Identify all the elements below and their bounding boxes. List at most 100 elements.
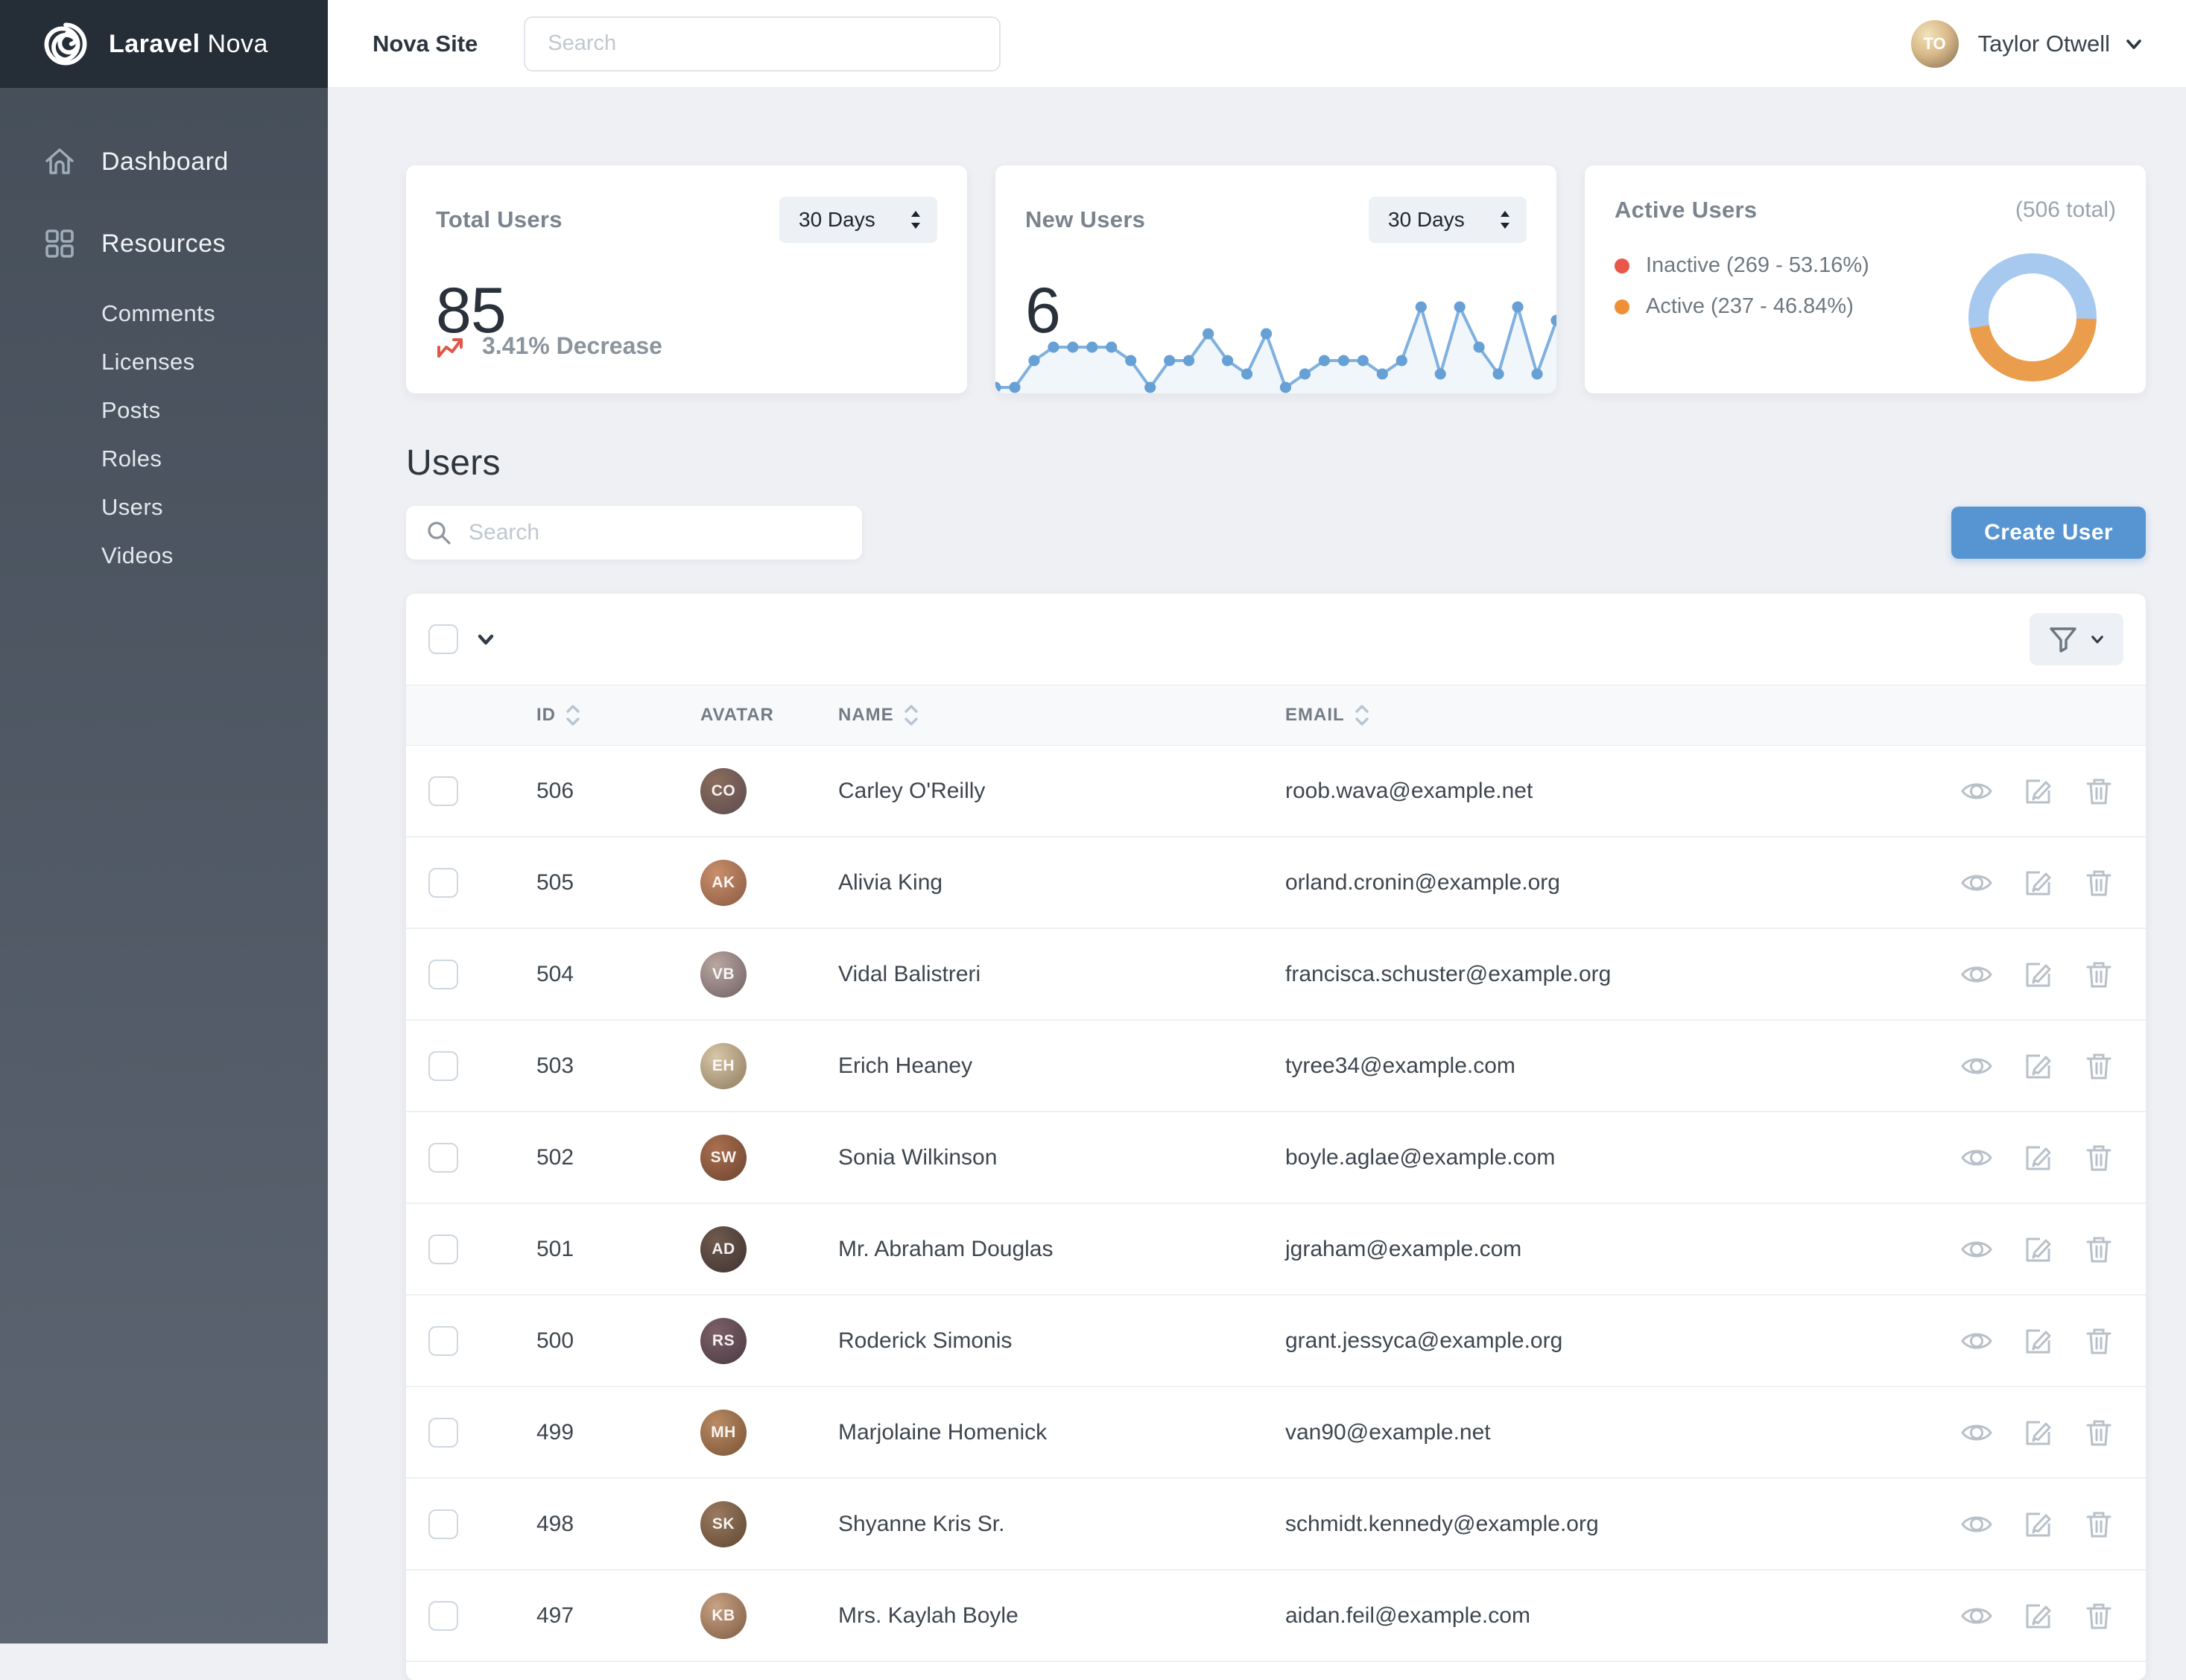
delete-trash-icon[interactable] — [2082, 1324, 2116, 1358]
table-row[interactable]: 505 AK Alivia King orland.cronin@example… — [406, 837, 2146, 929]
site-home-link[interactable]: Nova Site — [373, 31, 478, 57]
edit-pencil-icon[interactable] — [2021, 957, 2055, 992]
row-checkbox[interactable] — [428, 1418, 458, 1448]
create-user-button[interactable]: Create User — [1951, 507, 2146, 559]
edit-pencil-icon[interactable] — [2021, 1232, 2055, 1267]
select-all-dropdown-chevron-icon[interactable] — [475, 628, 497, 650]
table-row[interactable]: 504 VB Vidal Balistreri francisca.schust… — [406, 929, 2146, 1021]
sort-icon — [565, 703, 581, 727]
avatar: SK — [700, 1501, 747, 1547]
sidebar-item-videos[interactable]: Videos — [0, 531, 328, 580]
delete-trash-icon[interactable] — [2082, 1049, 2116, 1083]
table-row[interactable]: 499 MH Marjolaine Homenick van90@example… — [406, 1387, 2146, 1479]
cell-name: Marjolaine Homenick — [838, 1420, 1285, 1445]
sidebar: Laravel Nova Dashboard Resources Comment… — [0, 0, 328, 1643]
cell-name: Sonia Wilkinson — [838, 1145, 1285, 1170]
cell-email: jgraham@example.com — [1285, 1237, 1930, 1262]
cell-id: 502 — [536, 1145, 700, 1170]
cell-name: Alivia King — [838, 870, 1285, 896]
card-title: Active Users — [1615, 197, 1757, 224]
sidebar-item-posts[interactable]: Posts — [0, 386, 328, 434]
view-eye-icon[interactable] — [1960, 1141, 1994, 1175]
delete-trash-icon[interactable] — [2082, 774, 2116, 808]
row-checkbox[interactable] — [428, 1143, 458, 1173]
global-search-input[interactable] — [524, 16, 1001, 72]
view-eye-icon[interactable] — [1960, 774, 1994, 808]
cell-email: schmidt.kennedy@example.org — [1285, 1512, 1930, 1537]
avatar: SW — [700, 1135, 747, 1181]
resource-search-input[interactable] — [469, 520, 843, 545]
sidebar-item-roles[interactable]: Roles — [0, 434, 328, 483]
table-row[interactable]: 500 RS Roderick Simonis grant.jessyca@ex… — [406, 1296, 2146, 1387]
sidebar-item-dashboard[interactable]: Dashboard — [0, 136, 328, 188]
row-checkbox[interactable] — [428, 776, 458, 806]
view-eye-icon[interactable] — [1960, 1599, 1994, 1633]
brand-name-bold: Laravel — [109, 30, 200, 58]
delete-trash-icon[interactable] — [2082, 1232, 2116, 1267]
view-eye-icon[interactable] — [1960, 866, 1994, 900]
filter-funnel-icon — [2047, 624, 2079, 655]
edit-pencil-icon[interactable] — [2021, 1141, 2055, 1175]
sidebar-item-label: Dashboard — [101, 148, 229, 177]
sidebar-item-label: Resources — [101, 229, 226, 259]
table-row[interactable]: 498 SK Shyanne Kris Sr. schmidt.kennedy@… — [406, 1479, 2146, 1570]
row-checkbox[interactable] — [428, 1051, 458, 1081]
user-menu[interactable]: TO Taylor Otwell — [1911, 20, 2144, 68]
edit-pencil-icon[interactable] — [2021, 774, 2055, 808]
row-checkbox[interactable] — [428, 1509, 458, 1539]
row-checkbox[interactable] — [428, 1601, 458, 1631]
column-header-id[interactable]: ID — [536, 703, 700, 727]
column-header-name[interactable]: NAME — [838, 703, 1285, 727]
cell-email: francisca.schuster@example.org — [1285, 962, 1930, 987]
view-eye-icon[interactable] — [1960, 1416, 1994, 1450]
edit-pencil-icon[interactable] — [2021, 1599, 2055, 1633]
delete-trash-icon[interactable] — [2082, 1507, 2116, 1541]
avatar: EH — [700, 1043, 747, 1089]
row-checkbox[interactable] — [428, 868, 458, 898]
range-select[interactable]: 30 Days — [779, 197, 937, 243]
delete-trash-icon[interactable] — [2082, 866, 2116, 900]
chevron-down-icon — [2089, 631, 2106, 647]
view-eye-icon[interactable] — [1960, 957, 1994, 992]
cell-id: 498 — [536, 1512, 700, 1537]
view-eye-icon[interactable] — [1960, 1049, 1994, 1083]
view-eye-icon[interactable] — [1960, 1324, 1994, 1358]
select-arrows-icon — [909, 209, 922, 231]
table-row[interactable]: 497 KB Mrs. Kaylah Boyle aidan.feil@exam… — [406, 1570, 2146, 1662]
cell-name: Roderick Simonis — [838, 1328, 1285, 1354]
delete-trash-icon[interactable] — [2082, 1416, 2116, 1450]
select-all-checkbox[interactable] — [428, 624, 458, 654]
main-content: Total Users 30 Days 85 3.41% Decrease — [328, 88, 2186, 1643]
row-checkbox[interactable] — [428, 1326, 458, 1356]
view-eye-icon[interactable] — [1960, 1507, 1994, 1541]
edit-pencil-icon[interactable] — [2021, 1416, 2055, 1450]
edit-pencil-icon[interactable] — [2021, 1507, 2055, 1541]
sidebar-item-comments[interactable]: Comments — [0, 289, 328, 337]
total-users-card: Total Users 30 Days 85 3.41% Decrease — [406, 165, 967, 393]
table-row[interactable]: 506 CO Carley O'Reilly roob.wava@example… — [406, 746, 2146, 837]
delete-trash-icon[interactable] — [2082, 1141, 2116, 1175]
row-checkbox[interactable] — [428, 1234, 458, 1264]
edit-pencil-icon[interactable] — [2021, 1049, 2055, 1083]
view-eye-icon[interactable] — [1960, 1232, 1994, 1267]
delete-trash-icon[interactable] — [2082, 1599, 2116, 1633]
sidebar-item-users[interactable]: Users — [0, 483, 328, 531]
cell-email: boyle.aglae@example.com — [1285, 1145, 1930, 1170]
cell-id: 501 — [536, 1237, 700, 1262]
table-row[interactable]: 503 EH Erich Heaney tyree34@example.com — [406, 1021, 2146, 1112]
avatar: KB — [700, 1593, 747, 1639]
edit-pencil-icon[interactable] — [2021, 866, 2055, 900]
filter-button[interactable] — [2030, 613, 2123, 665]
avatar: AK — [700, 860, 747, 906]
range-select[interactable]: 30 Days — [1369, 197, 1527, 243]
sidebar-item-licenses[interactable]: Licenses — [0, 337, 328, 386]
sidebar-brand[interactable]: Laravel Nova — [0, 0, 328, 88]
table-row[interactable]: 502 SW Sonia Wilkinson boyle.aglae@examp… — [406, 1112, 2146, 1204]
edit-pencil-icon[interactable] — [2021, 1324, 2055, 1358]
column-header-email[interactable]: EMAIL — [1285, 703, 1930, 727]
delete-trash-icon[interactable] — [2082, 957, 2116, 992]
sidebar-item-resources[interactable]: Resources — [0, 218, 328, 270]
row-checkbox[interactable] — [428, 960, 458, 989]
trend-label: 3.41% Decrease — [482, 332, 662, 360]
table-row[interactable]: 501 AD Mr. Abraham Douglas jgraham@examp… — [406, 1204, 2146, 1296]
